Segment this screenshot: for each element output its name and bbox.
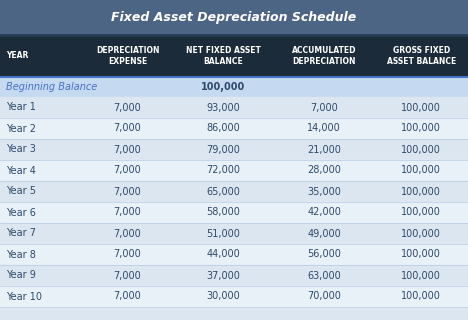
Text: 100,000: 100,000: [401, 228, 441, 238]
Bar: [0, 223, 468, 244]
Text: 7,000: 7,000: [114, 165, 141, 175]
Text: 30,000: 30,000: [206, 292, 241, 301]
Bar: [0, 265, 468, 286]
Text: 7,000: 7,000: [114, 292, 141, 301]
Text: Year 1: Year 1: [6, 102, 36, 113]
Text: Year 9: Year 9: [6, 270, 36, 281]
Bar: [0, 0, 468, 35]
Text: Year 6: Year 6: [6, 207, 36, 218]
Text: 7,000: 7,000: [114, 270, 141, 281]
Text: 65,000: 65,000: [206, 187, 241, 196]
Text: Year 4: Year 4: [6, 165, 36, 175]
Text: 14,000: 14,000: [307, 124, 341, 133]
Bar: [0, 202, 468, 223]
Text: 51,000: 51,000: [206, 228, 241, 238]
Text: GROSS FIXED
ASSET BALANCE: GROSS FIXED ASSET BALANCE: [387, 46, 456, 66]
Text: NET FIXED ASSET
BALANCE: NET FIXED ASSET BALANCE: [186, 46, 261, 66]
Text: 100,000: 100,000: [401, 207, 441, 218]
Text: ACCUMULATED
DEPRECIATION: ACCUMULATED DEPRECIATION: [292, 46, 356, 66]
Text: Year 3: Year 3: [6, 145, 36, 155]
Text: Year 7: Year 7: [6, 228, 36, 238]
Text: 93,000: 93,000: [206, 102, 241, 113]
Text: 7,000: 7,000: [114, 207, 141, 218]
Text: 100,000: 100,000: [401, 165, 441, 175]
Text: 7,000: 7,000: [114, 145, 141, 155]
Text: 7,000: 7,000: [114, 102, 141, 113]
Text: 100,000: 100,000: [401, 145, 441, 155]
Text: Fixed Asset Depreciation Schedule: Fixed Asset Depreciation Schedule: [111, 11, 357, 24]
Text: YEAR: YEAR: [6, 52, 29, 60]
Text: 100,000: 100,000: [201, 82, 246, 92]
Bar: [0, 160, 468, 181]
Text: 70,000: 70,000: [307, 292, 341, 301]
Text: 7,000: 7,000: [114, 228, 141, 238]
Text: 100,000: 100,000: [401, 250, 441, 260]
Text: 100,000: 100,000: [401, 102, 441, 113]
Text: 7,000: 7,000: [114, 124, 141, 133]
Text: 21,000: 21,000: [307, 145, 341, 155]
Text: 63,000: 63,000: [307, 270, 341, 281]
Text: 79,000: 79,000: [206, 145, 241, 155]
Text: Year 8: Year 8: [6, 250, 36, 260]
Bar: [0, 139, 468, 160]
Bar: [0, 181, 468, 202]
Bar: [0, 118, 468, 139]
Bar: [0, 35, 468, 77]
Bar: [0, 244, 468, 265]
Text: 72,000: 72,000: [206, 165, 241, 175]
Text: 86,000: 86,000: [206, 124, 241, 133]
Text: 58,000: 58,000: [206, 207, 241, 218]
Text: 7,000: 7,000: [114, 187, 141, 196]
Text: 7,000: 7,000: [310, 102, 338, 113]
Bar: [0, 97, 468, 118]
Text: 100,000: 100,000: [401, 187, 441, 196]
Text: 49,000: 49,000: [307, 228, 341, 238]
Text: 100,000: 100,000: [401, 124, 441, 133]
Text: Year 2: Year 2: [6, 124, 36, 133]
Text: 37,000: 37,000: [206, 270, 241, 281]
Bar: [0, 286, 468, 307]
Bar: [0, 77, 468, 97]
Text: 28,000: 28,000: [307, 165, 341, 175]
Text: 100,000: 100,000: [401, 292, 441, 301]
Text: 7,000: 7,000: [114, 250, 141, 260]
Text: 56,000: 56,000: [307, 250, 341, 260]
Text: Beginning Balance: Beginning Balance: [6, 82, 97, 92]
Text: Year 10: Year 10: [6, 292, 42, 301]
Text: 44,000: 44,000: [206, 250, 241, 260]
Text: Year 5: Year 5: [6, 187, 36, 196]
Text: 100,000: 100,000: [401, 270, 441, 281]
Text: 35,000: 35,000: [307, 187, 341, 196]
Text: DEPRECIATION
EXPENSE: DEPRECIATION EXPENSE: [96, 46, 159, 66]
Text: 42,000: 42,000: [307, 207, 341, 218]
